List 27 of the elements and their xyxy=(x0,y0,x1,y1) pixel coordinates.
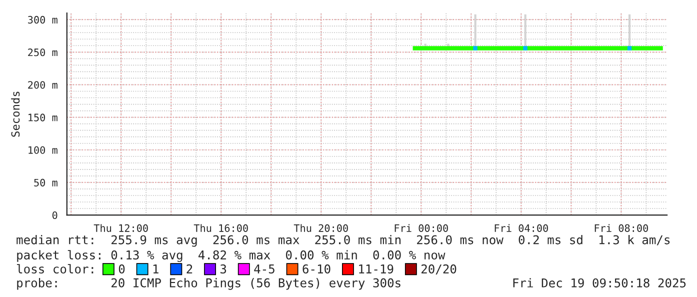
y-tick-label: 150 m xyxy=(28,114,58,122)
legend-label: 0 xyxy=(118,264,125,274)
legend-label: 6-10 xyxy=(302,264,330,274)
x-tick-label: Fri 04:00 xyxy=(494,224,548,232)
legend-label: 11-19 xyxy=(359,264,394,274)
text: probe: 20 ICMP Echo Pings (56 Bytes) every 300s xyxy=(17,278,400,290)
legend-label: 3 xyxy=(220,264,226,274)
x-tick-label: Thu 16:00 xyxy=(194,224,248,232)
y-tick-label: 200 m xyxy=(28,81,58,89)
x-tick-label: Thu 20:00 xyxy=(294,224,348,232)
text: packet loss: 0.13 % avg 4.82 % max 0.00 % min 0.00 % now xyxy=(17,250,446,262)
legend-label: 1 xyxy=(153,264,158,274)
y-axis-title: Seconds xyxy=(11,92,20,137)
x-tick-label: Fri 00:00 xyxy=(394,224,448,232)
y-tick-label: 0 xyxy=(52,211,58,220)
legend-label: 2 xyxy=(186,264,192,274)
x-tick-label: Thu 12:00 xyxy=(94,224,148,232)
legend-label: 20/20 xyxy=(421,264,456,274)
y-tick-label: 50 m xyxy=(34,178,58,186)
legend-label: 4-5 xyxy=(254,264,274,274)
text: median rtt: 255.9 ms avg 256.0 ms max 255.0 ms min 256.0 ms now 0.2 ms sd 1.3 k am/s xyxy=(16,234,670,247)
y-tick-label: 300 m xyxy=(28,16,58,24)
y-tick-label: 250 m xyxy=(28,48,58,56)
y-tick-label: 100 m xyxy=(28,146,58,154)
text: Fri Dec 19 09:50:18 2025 xyxy=(513,278,686,288)
legend-title: loss color: xyxy=(16,264,94,274)
x-tick-label: Fri 08:00 xyxy=(594,224,648,232)
